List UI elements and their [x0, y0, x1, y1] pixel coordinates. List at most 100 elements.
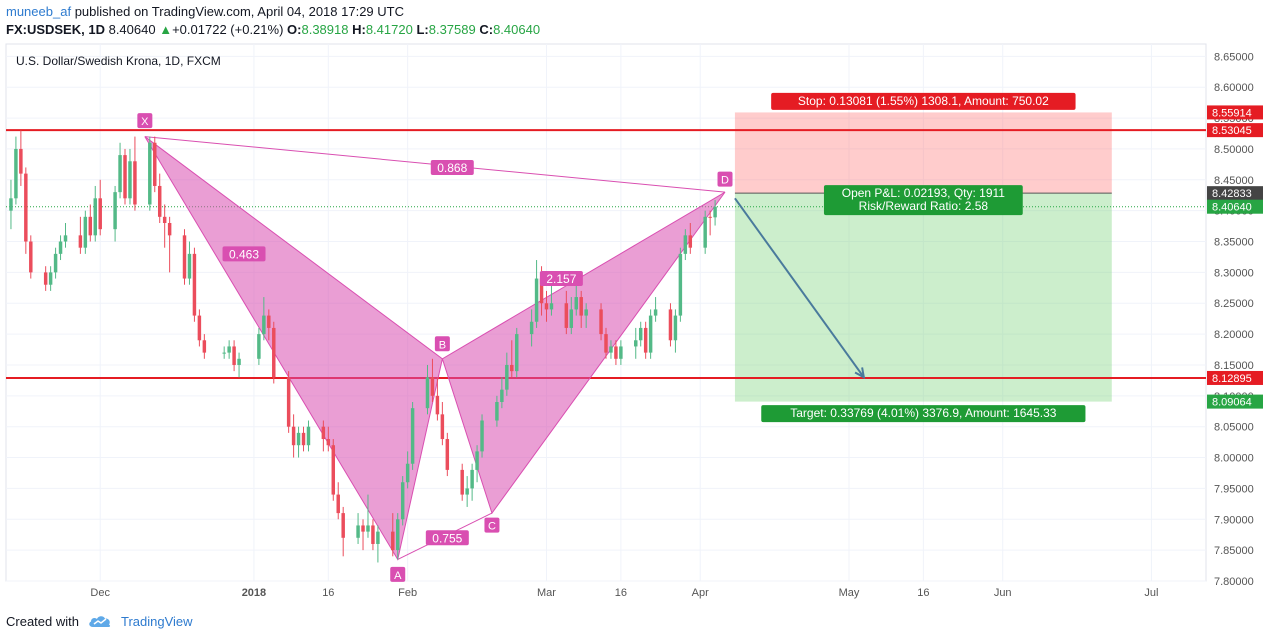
- pattern-triangle-xab: [144, 136, 443, 561]
- candle-body: [653, 309, 658, 316]
- y-tick-label: 8.60000: [1214, 82, 1254, 94]
- x-tick-label: Apr: [692, 587, 709, 599]
- candle-body: [703, 216, 707, 248]
- candle-body: [405, 463, 410, 483]
- author-link[interactable]: muneeb_af: [6, 4, 72, 19]
- x-tick-label: 16: [615, 587, 627, 599]
- price-tag-label: 8.53045: [1212, 125, 1252, 137]
- candle-body: [544, 303, 549, 310]
- candle-body: [638, 327, 643, 341]
- candle-body: [123, 155, 127, 199]
- y-tick-label: 8.35000: [1214, 237, 1254, 249]
- pattern-ratio-label-box: [425, 530, 469, 546]
- candle-body: [425, 377, 430, 409]
- open-label: O:: [287, 22, 302, 37]
- target-label-box: [761, 405, 1086, 423]
- close-value: 8.40640: [493, 22, 541, 37]
- candle-body: [29, 241, 33, 273]
- position-labels: Stop: 0.13081 (1.55%) 1308.1, Amount: 75…: [761, 92, 1086, 423]
- price-change: +0.01722 (+0.21%): [172, 22, 284, 37]
- candle-body: [291, 426, 296, 446]
- pnl-label: Open P&L: 0.02193, Qty: 1911: [842, 186, 1006, 200]
- pattern-point-label-box: [434, 336, 450, 352]
- candle-body: [336, 494, 340, 514]
- candle-body: [167, 223, 172, 236]
- low-value: 8.37589: [428, 22, 476, 37]
- pattern-labels: X A B C D 0.868 0.463 0.755 2.157: [137, 113, 733, 582]
- candle-body: [88, 216, 93, 236]
- pattern-point-label-box: [390, 566, 406, 582]
- high-label: H:: [352, 22, 366, 37]
- candle-body: [98, 198, 102, 230]
- y-tick-label: 8.50000: [1214, 144, 1254, 156]
- candle-body: [118, 155, 122, 193]
- candle-body: [227, 346, 231, 353]
- candle-body: [569, 309, 574, 328]
- x-tick-label: Dec: [90, 587, 110, 599]
- candle-body: [202, 340, 207, 353]
- x-tick-label: 16: [917, 587, 929, 599]
- candle-body: [475, 451, 479, 470]
- candle-body: [534, 278, 539, 322]
- candle-body: [643, 327, 648, 353]
- created-with-text: Created with: [6, 613, 79, 629]
- price-tag-box: [1207, 105, 1263, 120]
- candle-body: [584, 309, 588, 316]
- chart-title: U.S. Dollar/Swedish Krona, 1D, FXCM: [16, 54, 221, 68]
- stop-label: Stop: 0.13081 (1.55%) 1308.1, Amount: 75…: [798, 94, 1049, 108]
- candle-body: [435, 395, 440, 415]
- price-tag-box: [1207, 370, 1263, 385]
- open-value: 8.38918: [301, 22, 349, 37]
- target-zone: [734, 193, 1112, 402]
- candle-body: [668, 309, 673, 341]
- candle-body: [574, 297, 578, 310]
- y-tick-label: 8.25000: [1214, 298, 1254, 310]
- price-tag-label: 8.12895: [1212, 373, 1252, 385]
- candle-body: [157, 185, 162, 217]
- candle-body: [306, 426, 311, 446]
- position-zones: [734, 112, 1112, 402]
- candle-body: [197, 315, 202, 341]
- x-tick-label: 2018: [242, 587, 266, 599]
- candle-body: [9, 198, 13, 211]
- candle-body: [78, 235, 83, 248]
- candle-body: [376, 531, 380, 544]
- candle-body: [341, 513, 345, 538]
- candle-body: [128, 161, 132, 199]
- candle-body: [440, 414, 445, 440]
- y-tick-label: 8.45000: [1214, 175, 1254, 187]
- candle-body: [63, 235, 68, 242]
- candle-body: [549, 303, 554, 310]
- symbol-name: FX:USDSEK, 1D: [6, 22, 105, 37]
- pattern-point-label: C: [488, 521, 496, 533]
- price-tag-box: [1207, 123, 1263, 138]
- tradingview-link[interactable]: TradingView: [120, 613, 193, 629]
- y-tick-label: 8.05000: [1214, 422, 1254, 434]
- candle-body: [83, 216, 88, 248]
- pattern-ratio-label-box: [539, 271, 583, 287]
- publish-line: muneeb_af published on TradingView.com, …: [6, 4, 404, 19]
- price-axis[interactable]: 8.650008.600008.550008.500008.450008.400…: [1207, 51, 1263, 588]
- pattern-ratio-label: 0.868: [437, 161, 467, 175]
- candle-body: [257, 334, 261, 359]
- price-tag-label: 8.09064: [1212, 397, 1252, 409]
- candle-body: [539, 278, 544, 304]
- price-tag-label: 8.40640: [1212, 202, 1252, 214]
- pattern-point-label: X: [141, 116, 149, 128]
- x-tick-label: May: [839, 587, 860, 599]
- pattern-ratio-label: 0.755: [432, 531, 462, 545]
- candle-body: [445, 439, 450, 470]
- y-tick-label: 8.15000: [1214, 360, 1254, 372]
- x-tick-label: Jun: [994, 587, 1012, 599]
- candle-body: [321, 426, 326, 440]
- up-triangle-icon: ▲: [159, 22, 173, 37]
- candle-body: [113, 192, 117, 230]
- candle-body: [24, 173, 28, 242]
- time-axis[interactable]: Dec 2018 16 Feb Mar 16 Apr May 16 Jun Jul: [90, 587, 1158, 599]
- candle-body: [400, 482, 405, 520]
- candle-body: [510, 364, 514, 372]
- candle-body: [500, 389, 504, 402]
- pattern-point-label: B: [439, 339, 446, 351]
- candle-body: [366, 525, 370, 532]
